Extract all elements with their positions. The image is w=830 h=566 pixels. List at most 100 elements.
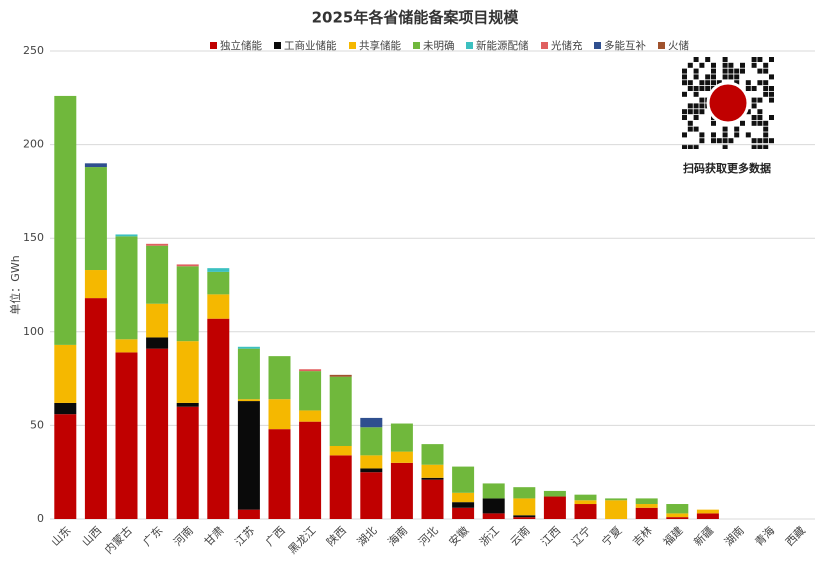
qr-dot — [728, 138, 734, 144]
bar-segment — [329, 455, 352, 519]
bar-segment — [176, 264, 199, 267]
qr-logo — [706, 81, 750, 125]
qr-dot — [699, 62, 705, 68]
qr-dot — [763, 68, 769, 74]
bar-segment — [482, 513, 505, 519]
x-tick-label: 广东 — [141, 524, 166, 549]
bar-segment — [299, 421, 322, 519]
qr-dot — [705, 86, 711, 91]
qr-dot — [711, 74, 716, 80]
bar-segment — [360, 472, 383, 519]
qr-dot — [711, 62, 716, 68]
legend-swatch — [413, 42, 420, 49]
qr-dot — [740, 68, 745, 74]
bar-segment — [666, 517, 689, 519]
qr-dot — [722, 138, 728, 144]
x-tick-label: 安徽 — [446, 523, 471, 548]
qr-dot — [763, 138, 769, 144]
qr-dot — [716, 80, 722, 86]
bar-segment — [635, 507, 658, 519]
bar-segment — [84, 298, 107, 519]
y-axis-label: 单位：GWh — [8, 255, 22, 314]
qr-dot — [763, 86, 769, 91]
bar-segment — [360, 455, 383, 469]
qr-dot — [699, 132, 705, 138]
bar-segment — [299, 410, 322, 422]
qr-dot — [763, 132, 769, 138]
bar-segment — [84, 167, 107, 271]
qr-dot — [757, 120, 763, 126]
qr-dot — [751, 57, 757, 62]
qr-dot — [711, 80, 716, 86]
qr-dot — [751, 144, 757, 149]
bar-segment — [421, 477, 444, 480]
bar-segment — [543, 490, 566, 497]
bar-segment — [360, 417, 383, 428]
qr-dot — [687, 126, 693, 132]
qr-dot — [705, 74, 711, 80]
qr-dot — [763, 62, 769, 68]
legend-label: 工商业储能 — [284, 39, 337, 52]
qr-dot — [682, 115, 687, 120]
bar-segment — [329, 374, 352, 377]
bar-segment — [207, 268, 230, 272]
x-tick-label: 黑龙江 — [286, 524, 319, 557]
bar-segment — [84, 270, 107, 299]
bar-segment — [390, 423, 413, 452]
qr-dot — [745, 86, 751, 91]
x-tick-label: 辽宁 — [568, 523, 593, 548]
bar-segment — [207, 318, 230, 519]
bar-segment — [329, 376, 352, 446]
qr-dot — [693, 144, 699, 149]
bar-segment — [574, 494, 597, 501]
y-tick-label: 50 — [30, 418, 44, 431]
bar-segment — [360, 427, 383, 456]
qr-dot — [722, 62, 728, 68]
x-tick-label: 吉林 — [629, 523, 654, 548]
legend-label: 未明确 — [423, 39, 455, 52]
x-tick-label: 福建 — [660, 523, 685, 548]
bar-segment — [452, 492, 475, 503]
bar-segment — [237, 346, 260, 349]
qr-dot — [757, 109, 763, 115]
bar-segment — [390, 462, 413, 519]
qr-dot — [722, 144, 728, 149]
qr-dot — [757, 144, 763, 149]
qr-dot — [745, 80, 751, 86]
bar-segment — [696, 509, 719, 514]
x-tick-label: 陕西 — [323, 523, 348, 548]
x-tick-label: 湖南 — [722, 524, 747, 549]
bar-segment — [635, 498, 658, 505]
qr-dot — [711, 68, 716, 74]
qr-dot — [763, 144, 769, 149]
bar-segment — [237, 399, 260, 402]
legend-label: 独立储能 — [220, 39, 262, 52]
bar-segment — [543, 496, 566, 519]
qr-dot — [682, 74, 687, 80]
qr-dot — [693, 68, 699, 74]
bar-segment — [207, 294, 230, 319]
bar-segment — [452, 507, 475, 519]
qr-dot — [757, 97, 763, 103]
bar-segment — [452, 466, 475, 493]
bar-segment — [390, 451, 413, 463]
qr-dot — [699, 109, 705, 115]
qr-dot — [693, 109, 699, 115]
bar-segment — [176, 402, 199, 407]
legend-label: 光储充 — [551, 39, 583, 52]
qr-dot — [699, 138, 705, 144]
qr-dot — [687, 120, 693, 126]
qr-dot — [751, 138, 757, 144]
legend-swatch — [466, 42, 473, 49]
bar-segment — [605, 498, 628, 501]
bar-segment — [176, 266, 199, 342]
qr-dot — [693, 126, 699, 132]
bar-segment — [146, 337, 169, 349]
bar-segment — [146, 245, 169, 304]
qr-dot — [682, 91, 687, 97]
qr-dot — [740, 62, 745, 68]
qr-dot — [769, 97, 774, 103]
qr-dot — [769, 74, 774, 80]
qr-dot — [734, 74, 740, 80]
qr-caption: 扫码获取更多数据 — [683, 161, 771, 175]
